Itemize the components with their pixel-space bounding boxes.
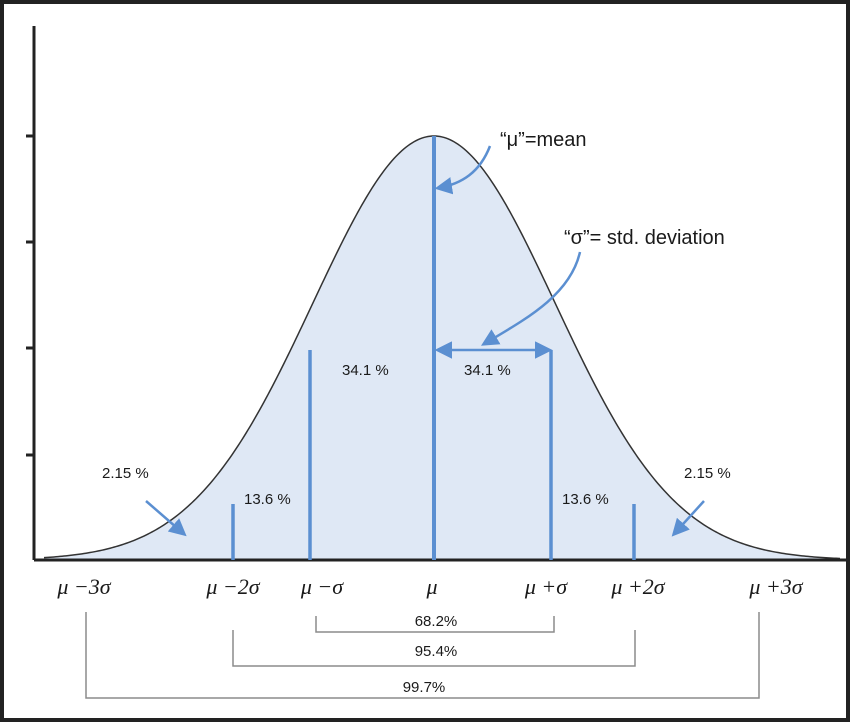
one-sigma-range-label: 68.2% [415, 613, 458, 630]
normal-distribution-diagram: “μ”=mean “σ”= std. deviation 34.1 % 34.1… [26, 26, 846, 699]
bell-curve [43, 135, 841, 560]
axis-label-minus-1-sigma: μ −σ [300, 574, 344, 599]
three-sigma-bracket [85, 612, 760, 699]
axis-label-minus-2-sigma: μ −2σ [205, 574, 260, 599]
axis-label-plus-1-sigma: μ +σ [524, 574, 568, 599]
region-label-right-core: 34.1 % [464, 362, 511, 379]
two-sigma-range-label: 95.4% [415, 643, 458, 660]
axis-label-plus-3-sigma: μ +3σ [748, 574, 803, 599]
mean-annotation: “μ”=mean [500, 129, 587, 151]
region-label-right-tail: 2.15 % [684, 465, 731, 482]
two-sigma-bracket [232, 630, 636, 667]
right-tail-pointer-arrow [671, 500, 705, 537]
three-sigma-range-label: 99.7% [403, 679, 446, 696]
one-sigma-bracket [315, 616, 555, 633]
axis-label-minus-3-sigma: μ −3σ [56, 574, 111, 599]
std-pointer-arrow [480, 251, 582, 346]
region-label-left-core: 34.1 % [342, 362, 389, 379]
distribution-area [44, 136, 840, 560]
mean-pointer-arrow [434, 145, 492, 195]
region-label-right-mid: 13.6 % [562, 491, 609, 508]
std-deviation-annotation: “σ”= std. deviation [564, 227, 725, 249]
axis-label-plus-2-sigma: μ +2σ [610, 574, 665, 599]
left-tail-pointer-arrow [145, 500, 187, 537]
region-label-left-mid: 13.6 % [244, 491, 291, 508]
axis-label-mean: μ [425, 574, 437, 599]
region-label-left-tail: 2.15 % [102, 465, 149, 482]
